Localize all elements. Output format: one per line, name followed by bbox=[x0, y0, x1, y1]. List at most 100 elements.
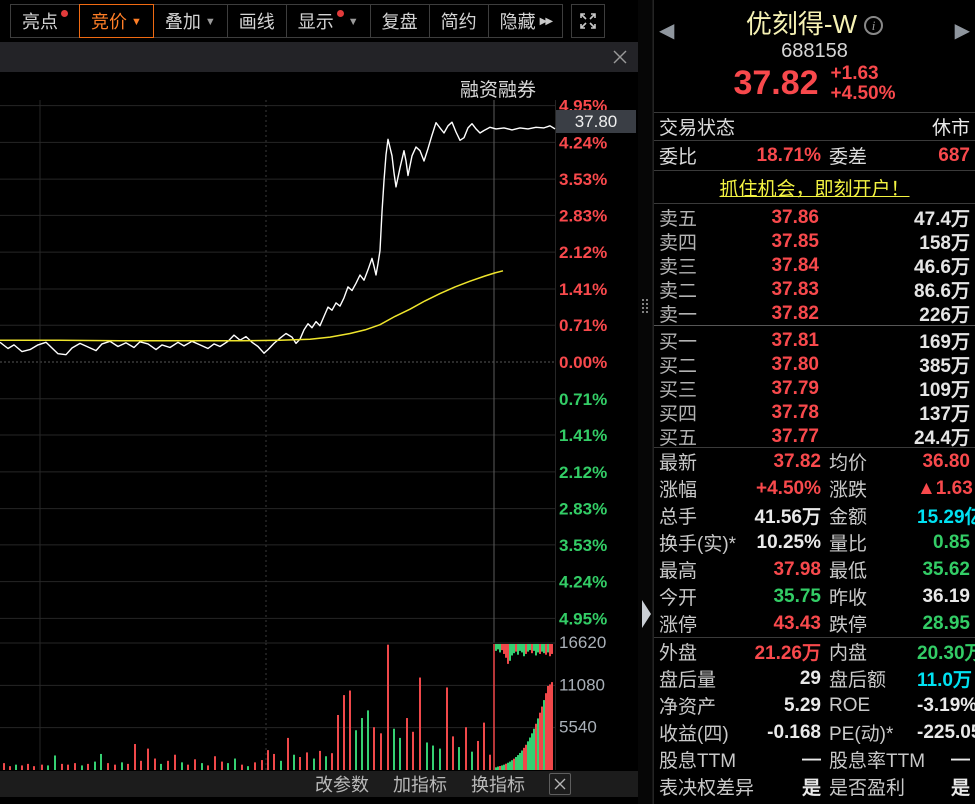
stat-label: 最高 bbox=[659, 561, 698, 582]
order-book-volume: 169万 bbox=[919, 332, 970, 353]
order-book-volume: 109万 bbox=[919, 380, 970, 401]
volume-bar bbox=[140, 760, 142, 770]
volume-bar bbox=[426, 742, 428, 770]
stat-value: 5.29 bbox=[784, 694, 821, 716]
volume-bar bbox=[337, 714, 339, 770]
toolbar-button-display[interactable]: 显示 ▼ bbox=[285, 4, 371, 38]
auction-matched-bar bbox=[497, 766, 499, 770]
order-book-bid-row[interactable]: 买一 37.81 169万 bbox=[654, 327, 975, 354]
auction-unmatched-bar bbox=[541, 644, 543, 652]
auction-unmatched-bar bbox=[507, 644, 509, 664]
toolbar-button-draw-line[interactable]: 画线 bbox=[226, 4, 287, 38]
auction-unmatched-bar bbox=[515, 644, 517, 652]
stat-value: 0.85 bbox=[933, 531, 970, 553]
ad-banner: 抓住机会，即刻开户！ bbox=[654, 170, 975, 203]
stat-label: 换手(实)* bbox=[659, 534, 737, 555]
price-line bbox=[0, 121, 556, 356]
auction-matched-bar bbox=[509, 761, 511, 770]
toolbar-button-highlights[interactable]: 亮点 bbox=[10, 4, 80, 38]
close-icon[interactable] bbox=[612, 49, 628, 65]
order-book-volume: 137万 bbox=[919, 404, 970, 425]
switch-indicator-button[interactable]: 换指标 bbox=[471, 775, 525, 795]
stat-value: 是 bbox=[801, 778, 821, 799]
toolbar-button-overlay[interactable]: 叠加 ▼ bbox=[152, 4, 228, 38]
fullscreen-button[interactable] bbox=[571, 4, 606, 38]
auction-matched-bar bbox=[501, 765, 503, 770]
order-book-level-label: 卖一 bbox=[659, 305, 698, 326]
prev-stock-arrow[interactable]: ◀ bbox=[659, 20, 675, 42]
order-book-ask-row[interactable]: 卖一 37.82 226万 bbox=[654, 300, 975, 327]
collapse-arrow-icon[interactable] bbox=[642, 600, 651, 628]
order-book-ask-row[interactable]: 卖二 37.83 86.6万 bbox=[654, 276, 975, 303]
order-book-bid-row[interactable]: 买四 37.78 137万 bbox=[654, 399, 975, 426]
volume-bar bbox=[61, 763, 63, 770]
volume-axis-label: 16620 bbox=[559, 633, 606, 652]
open-account-ad-link[interactable]: 抓住机会，即刻开户！ bbox=[719, 178, 910, 200]
volume-bar bbox=[221, 761, 223, 770]
volume-bar bbox=[439, 748, 441, 770]
order-book-level-label: 买二 bbox=[659, 356, 698, 377]
auction-matched-bar bbox=[519, 752, 521, 770]
change-percent: +4.50% bbox=[830, 82, 896, 104]
auction-unmatched-bar bbox=[511, 644, 513, 656]
add-indicator-button[interactable]: 加指标 bbox=[393, 775, 447, 795]
chart-toolbar: 亮点 竞价 ▼ 叠加 ▼ 画线 显示 ▼ 复盘 简约 隐藏 ▶▶ bbox=[10, 4, 606, 38]
order-book-ask-row[interactable]: 卖四 37.85 158万 bbox=[654, 228, 975, 255]
volume-bar bbox=[234, 758, 236, 770]
edit-params-button[interactable]: 改参数 bbox=[315, 775, 369, 795]
volume-bar bbox=[483, 722, 485, 770]
panel-splitter[interactable] bbox=[638, 0, 653, 804]
volume-bar bbox=[207, 765, 209, 770]
weicha-value: 687 bbox=[938, 144, 970, 166]
info-icon[interactable]: i bbox=[864, 16, 884, 35]
order-book-bid-row[interactable]: 买三 37.79 109万 bbox=[654, 375, 975, 402]
order-book-ask-row[interactable]: 卖三 37.84 46.6万 bbox=[654, 252, 975, 279]
stat-value: 20.30万 bbox=[917, 643, 975, 664]
stat-value: 36.80 bbox=[922, 450, 970, 472]
stat-label: PE(动)* bbox=[829, 724, 894, 745]
toolbar-button-auction[interactable]: 竞价 ▼ bbox=[79, 4, 154, 38]
y-axis-tick-label: 1.41% bbox=[559, 426, 607, 445]
volume-bar bbox=[187, 764, 189, 770]
double-chevron-right-icon: ▶▶ bbox=[539, 15, 553, 27]
auction-matched-bar bbox=[511, 760, 513, 770]
price-change: +1.63 +4.50% bbox=[831, 64, 896, 104]
toolbar-button-label: 叠加 bbox=[164, 12, 201, 32]
order-book-level-label: 卖五 bbox=[659, 209, 698, 230]
stat-value: 28.95 bbox=[922, 612, 970, 634]
next-stock-arrow[interactable]: ▶ bbox=[954, 20, 970, 42]
splitter-grip-icon[interactable] bbox=[641, 298, 650, 314]
order-book-level-label: 卖四 bbox=[659, 233, 698, 254]
y-axis-tick-label: 4.95% bbox=[559, 609, 607, 628]
stat-label: 盘后额 bbox=[829, 670, 887, 691]
last-price: 37.82 bbox=[733, 64, 819, 103]
order-book-bid-row[interactable]: 买五 37.77 24.4万 bbox=[654, 423, 975, 450]
toolbar-button-hide[interactable]: 隐藏 ▶▶ bbox=[487, 4, 564, 38]
chevron-down-icon: ▼ bbox=[204, 16, 216, 28]
toolbar-button-replay[interactable]: 复盘 bbox=[369, 4, 430, 38]
order-book-price: 37.78 bbox=[771, 401, 819, 423]
volume-bar bbox=[94, 761, 96, 770]
volume-bar bbox=[319, 750, 321, 770]
margin-trading-tag[interactable]: 融资融券 bbox=[460, 80, 537, 101]
order-book-price: 37.85 bbox=[771, 230, 819, 252]
toolbar-button-simple[interactable]: 简约 bbox=[428, 4, 489, 38]
change-amount: +1.63 bbox=[830, 63, 879, 84]
order-book-ask-row[interactable]: 卖五 37.86 47.4万 bbox=[654, 204, 975, 231]
stat-value: 37.82 bbox=[773, 450, 821, 472]
order-book-bid-row[interactable]: 买二 37.80 385万 bbox=[654, 351, 975, 378]
intraday-price-chart[interactable]: 4.95% 4.24% 3.53% 2.83% 2.12% 1.41% 0.71% 0.00%… bbox=[0, 97, 640, 643]
order-book-price: 37.80 bbox=[771, 353, 819, 375]
order-book-price: 37.84 bbox=[771, 254, 819, 276]
volume-chart[interactable]: 16620 11080 5540 bbox=[0, 633, 640, 772]
indicator-footer: 改参数 加指标 换指标 bbox=[0, 771, 638, 797]
order-book-level-label: 买四 bbox=[659, 404, 698, 425]
close-indicator-button[interactable] bbox=[549, 773, 571, 795]
auction-unmatched-bar bbox=[501, 644, 503, 651]
volume-bar bbox=[446, 687, 448, 770]
volume-bar bbox=[419, 677, 421, 770]
y-axis-tick-label: 3.53% bbox=[559, 536, 607, 555]
auction-matched-bar bbox=[547, 685, 549, 770]
stat-value: 是 bbox=[950, 778, 970, 799]
volume-bar bbox=[21, 765, 23, 770]
